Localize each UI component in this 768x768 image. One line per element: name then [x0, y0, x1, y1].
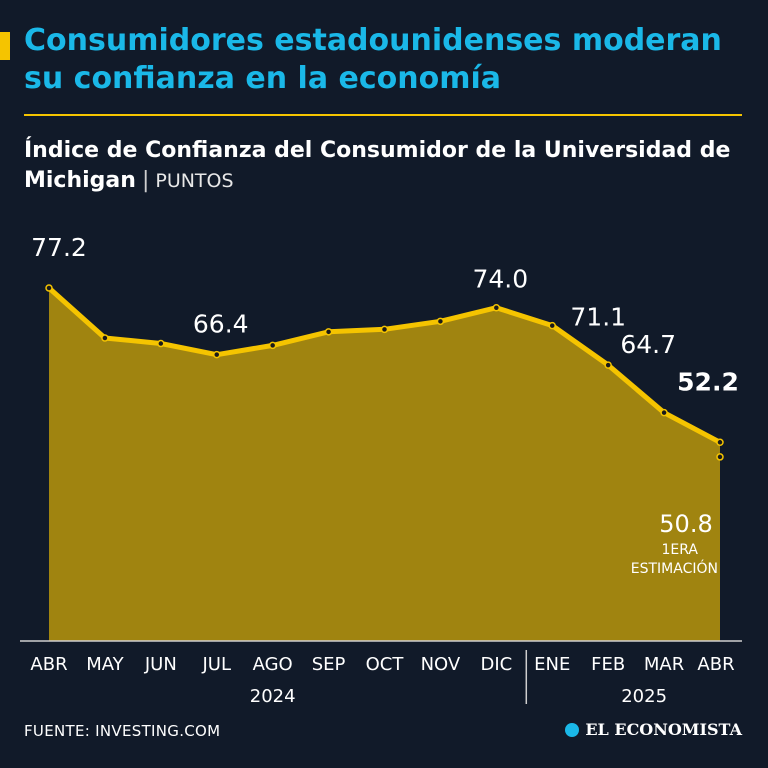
- annotation-value: 50.8: [659, 510, 712, 538]
- x-tick-label-9: ENE: [534, 654, 570, 675]
- data-point-3: [213, 350, 221, 359]
- data-label-8: 74.0: [472, 265, 528, 294]
- x-tick-label-4: AGO: [253, 654, 293, 675]
- unit-label: PUNTOS: [155, 170, 234, 192]
- data-point-11: [660, 408, 668, 417]
- data-point-0: [45, 284, 53, 292]
- brand-logo: EL ECONOMISTA: [565, 720, 742, 739]
- source-note: FUENTE: INVESTING.COM: [24, 722, 221, 740]
- x-tick-label-3: JUL: [201, 654, 231, 675]
- chart-subtitle: Índice de Confianza del Consumidor de la…: [24, 136, 754, 196]
- title-accent-bar: [0, 32, 10, 60]
- x-tick-label-12: ABR: [697, 654, 734, 675]
- data-point-12: [716, 438, 724, 447]
- subtitle-text: Índice de Confianza del Consumidor de la…: [24, 138, 731, 193]
- x-tick-label-11: MAR: [644, 654, 684, 675]
- x-tick-label-5: SEP: [312, 654, 346, 675]
- data-point-7: [436, 317, 445, 326]
- year-label-2024: 2024: [250, 686, 296, 707]
- data-point-6: [380, 325, 389, 334]
- data-label-12: 52.2: [677, 367, 739, 396]
- data-point-5: [324, 328, 333, 336]
- chart-title: Consumidores estadounidenses moderan su …: [24, 23, 722, 96]
- x-tick-label-2: JUN: [144, 654, 177, 675]
- x-tick-label-1: MAY: [86, 654, 124, 675]
- data-point-9: [548, 321, 556, 330]
- brand-icon: [565, 722, 580, 737]
- data-label-10: 64.7: [620, 330, 676, 359]
- title-divider: [24, 114, 742, 116]
- year-label-2025: 2025: [621, 686, 667, 707]
- x-tick-label-7: NOV: [421, 654, 461, 675]
- data-point-1: [101, 334, 109, 342]
- data-point-10: [604, 361, 612, 369]
- annotation-note-1: 1ERA: [662, 542, 699, 558]
- x-tick-label-8: DIC: [480, 654, 512, 675]
- subtitle-separator: |: [141, 168, 150, 193]
- x-tick-label-10: FEB: [591, 654, 625, 675]
- annotation-point: [716, 453, 724, 461]
- brand-name: EL ECONOMISTA: [585, 720, 742, 739]
- data-point-8: [492, 303, 501, 312]
- annotation-note-2: ESTIMACIÓN: [631, 559, 718, 577]
- data-label-9: 71.1: [570, 303, 626, 332]
- data-label-3: 66.4: [193, 310, 249, 339]
- data-point-2: [157, 339, 165, 348]
- x-tick-label-0: ABR: [30, 654, 67, 675]
- data-label-0: 77.2: [31, 233, 87, 262]
- area-fill: [49, 288, 720, 641]
- x-tick-label-6: OCT: [366, 654, 405, 675]
- data-point-4: [268, 341, 277, 350]
